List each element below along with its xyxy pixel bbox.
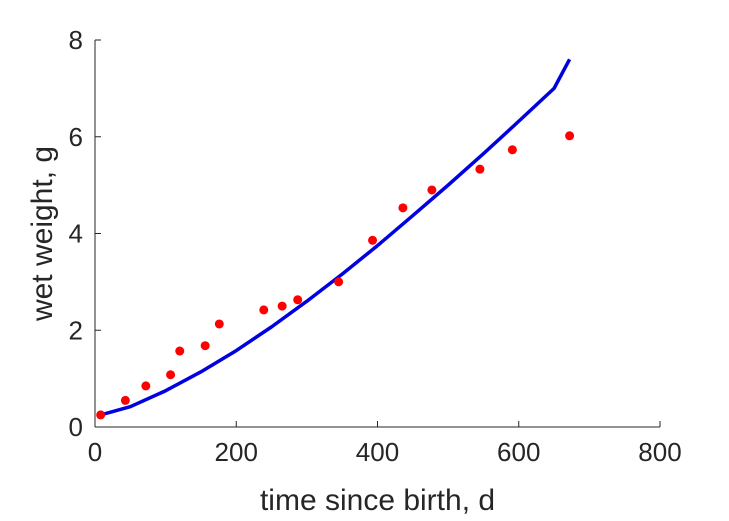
data-point <box>334 277 344 287</box>
x-tick-label: 600 <box>497 437 540 467</box>
data-points-group <box>96 131 575 420</box>
fit-line-group <box>100 58 572 417</box>
x-tick-label: 200 <box>215 437 258 467</box>
y-tick-label: 0 <box>69 412 83 442</box>
x-tick-label: 400 <box>356 437 399 467</box>
y-tick-label: 2 <box>69 315 83 345</box>
data-point <box>214 319 224 329</box>
data-point <box>175 346 185 356</box>
data-point <box>259 305 269 315</box>
data-point <box>120 395 130 405</box>
data-point <box>96 410 106 420</box>
data-point <box>166 370 176 380</box>
y-tick-label: 4 <box>69 219 83 249</box>
x-axis-label: time since birth, d <box>260 484 495 517</box>
y-tick-label: 8 <box>69 25 83 55</box>
y-axis-label: wet weight, g <box>26 146 59 322</box>
data-point <box>141 381 151 391</box>
ticks: 0 200 400 600 800 0 2 4 6 8 <box>69 25 682 467</box>
data-point <box>507 145 517 155</box>
data-point <box>200 341 210 351</box>
data-point <box>277 301 287 311</box>
y-tick-label: 6 <box>69 122 83 152</box>
data-point <box>293 295 303 305</box>
data-point <box>398 203 408 213</box>
data-point <box>427 185 437 195</box>
x-tick-label: 0 <box>88 437 102 467</box>
fit-line <box>100 58 572 417</box>
data-point <box>368 235 378 245</box>
data-point <box>475 164 485 174</box>
data-point <box>565 131 575 141</box>
x-tick-label: 800 <box>638 437 681 467</box>
axes <box>94 40 660 428</box>
